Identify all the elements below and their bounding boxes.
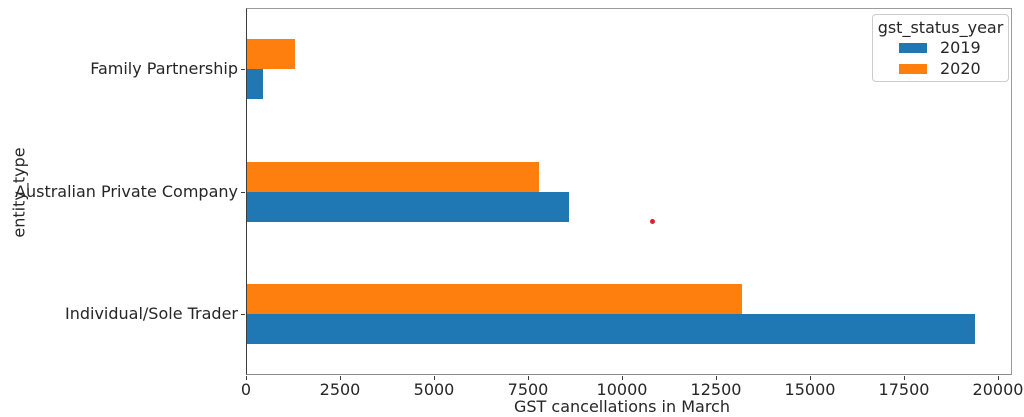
x-tick-label: 20000: [972, 380, 1024, 399]
x-tick-mark: [622, 376, 623, 380]
x-tick-label: 5000: [413, 380, 455, 399]
y-tick-mark: [241, 191, 245, 193]
legend-label: 2019: [940, 37, 981, 57]
bar-2020-0: [246, 39, 295, 70]
x-tick-mark: [904, 376, 905, 380]
legend-label: 2020: [940, 58, 981, 78]
legend-row-2019: 2019: [873, 37, 1008, 58]
x-tick-label: 10000: [596, 380, 648, 399]
y-tick-mark: [241, 313, 245, 315]
bar-2019-0: [246, 69, 263, 100]
y-tick-mark: [241, 69, 245, 71]
y-category-label: Australian Private Company: [15, 181, 238, 201]
x-tick-mark: [998, 376, 999, 380]
x-tick-label: 2500: [319, 380, 361, 399]
bar-2020-1: [246, 161, 540, 192]
x-tick-label: 0: [240, 380, 252, 399]
x-tick-mark: [246, 376, 247, 380]
x-tick-label: 7500: [507, 380, 549, 399]
bar-2020-2: [246, 283, 743, 314]
legend-row-2020: 2020: [873, 58, 1008, 79]
legend-title: gst_status_year: [877, 18, 1004, 37]
x-tick-mark: [528, 376, 529, 380]
x-tick-mark: [810, 376, 811, 380]
bar-2019-2: [246, 313, 976, 344]
bar-2019-1: [246, 191, 570, 222]
annotation-dot: [649, 219, 655, 224]
x-tick-label: 15000: [784, 380, 836, 399]
legend: gst_status_year 2019 2020: [872, 14, 1009, 82]
legend-swatch-icon: [899, 42, 927, 53]
x-tick-label: 17500: [878, 380, 930, 399]
x-tick-mark: [340, 376, 341, 380]
y-category-label: Family Partnership: [90, 59, 238, 79]
legend-swatch-icon: [899, 63, 927, 74]
x-axis-title: GST cancellations in March: [513, 397, 730, 416]
x-tick-mark: [434, 376, 435, 380]
x-tick-label: 12500: [690, 380, 742, 399]
y-category-label: Individual/Sole Trader: [64, 303, 238, 323]
legend-items: 2019 2020: [873, 37, 1008, 79]
x-tick-mark: [716, 376, 717, 380]
